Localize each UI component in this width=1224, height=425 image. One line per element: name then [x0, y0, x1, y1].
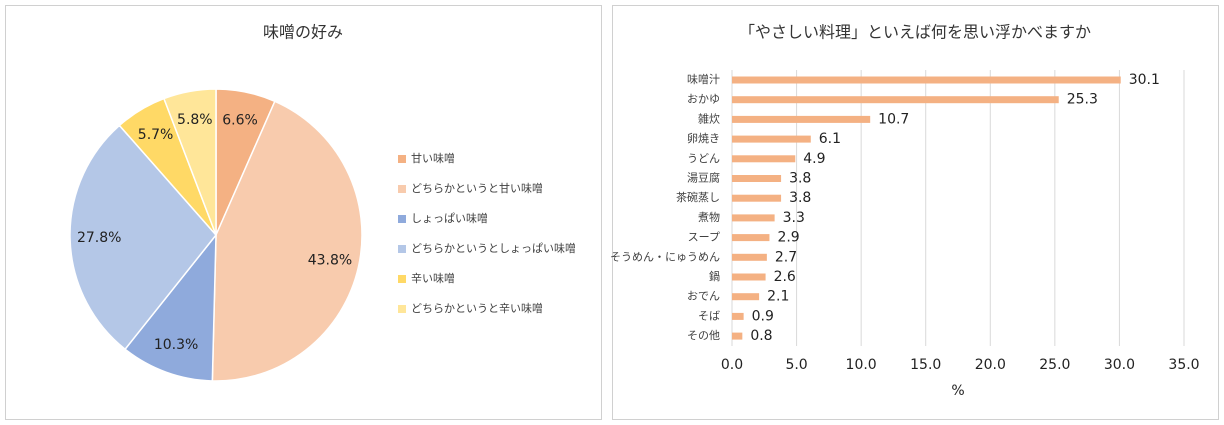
x-tick-label: 25.0: [1039, 357, 1070, 373]
legend-swatch: [398, 245, 406, 253]
panel: [612, 5, 1219, 420]
legend-label: しょっぱい味噌: [411, 212, 488, 225]
data-label: 3.3: [783, 210, 805, 226]
data-label: 10.3%: [154, 337, 198, 353]
y-tick-label: 湯豆腐: [687, 171, 720, 185]
data-label: 0.9: [752, 308, 774, 324]
data-label: 30.1: [1129, 72, 1160, 88]
data-label: 6.6%: [222, 113, 258, 129]
x-tick-label: 15.0: [910, 357, 941, 373]
pie-slice: [211, 100, 363, 382]
x-tick-label: 0.0: [721, 357, 743, 373]
legend-swatch: [398, 305, 406, 313]
data-label: 2.7: [775, 249, 797, 265]
bar: [732, 135, 811, 143]
bar: [732, 194, 782, 202]
pie-slice: [69, 124, 217, 351]
y-tick-label: 卵焼き: [687, 132, 720, 145]
chart-title: 味噌の好み: [263, 23, 343, 42]
y-tick-label: 鍋: [709, 269, 720, 283]
x-tick-label: 5.0: [785, 357, 807, 373]
data-label: 0.8: [750, 328, 772, 344]
data-label: 2.1: [767, 289, 789, 305]
x-tick-label: 20.0: [975, 357, 1006, 373]
legend-label: どちらかというと甘い味噌: [411, 182, 543, 195]
legend-swatch: [398, 185, 406, 193]
bar: [732, 214, 775, 222]
bar: [732, 312, 744, 320]
y-tick-label: うどん: [687, 152, 720, 165]
y-tick-label: おかゆ: [687, 93, 720, 106]
bar: [732, 175, 782, 182]
pie-slice: [162, 88, 217, 236]
x-tick-label: 30.0: [1104, 357, 1135, 373]
x-tick-label: 10.0: [846, 357, 877, 373]
bar: [732, 253, 767, 261]
data-label: 2.6: [774, 269, 796, 285]
legend-label: どちらかというと辛い味噌: [411, 301, 543, 315]
y-tick-label: 雑炊: [698, 111, 720, 125]
legend-swatch: [398, 155, 406, 163]
y-tick-label: そうめん・にゅうめん: [610, 250, 720, 263]
bar: [732, 234, 770, 242]
data-label: 5.7%: [138, 127, 174, 143]
y-tick-label: その他: [687, 329, 720, 342]
y-tick-label: おでん: [687, 290, 720, 303]
chart-title: 「やさしい料理」といえば何を思い浮かべますか: [739, 23, 1091, 42]
y-tick-label: 煮物: [698, 210, 720, 224]
y-tick-label: 茶碗蒸し: [676, 190, 720, 204]
bar: [732, 273, 766, 281]
data-label: 3.8: [789, 171, 811, 187]
pie-slice: [124, 232, 217, 382]
bar: [732, 115, 871, 123]
data-label: 2.9: [777, 230, 799, 246]
bar: [732, 293, 760, 301]
data-label: 6.1: [819, 131, 841, 147]
bar: [732, 76, 1121, 84]
legend-swatch: [398, 275, 406, 283]
data-label: 5.8%: [177, 112, 213, 128]
data-label: 4.9: [803, 151, 825, 167]
legend-label: 甘い味噌: [411, 152, 455, 165]
legend-swatch: [398, 215, 406, 223]
legend-label: 辛い味噌: [411, 271, 455, 285]
x-tick-label: 35.0: [1168, 357, 1199, 373]
data-label: 3.8: [789, 190, 811, 206]
legend-label: どちらかというとしょっぱい味噌: [411, 242, 576, 255]
data-label: 27.8%: [77, 230, 121, 246]
bar: [732, 96, 1059, 104]
data-label: 43.8%: [308, 252, 352, 268]
data-label: 10.7: [878, 111, 909, 127]
y-tick-label: スープ: [688, 231, 720, 244]
bar: [732, 332, 743, 340]
y-tick-label: 味噌汁: [687, 73, 720, 86]
x-axis-label: %: [951, 383, 964, 399]
data-label: 25.3: [1067, 92, 1098, 108]
y-tick-label: そば: [698, 309, 720, 322]
bar: [732, 155, 796, 163]
